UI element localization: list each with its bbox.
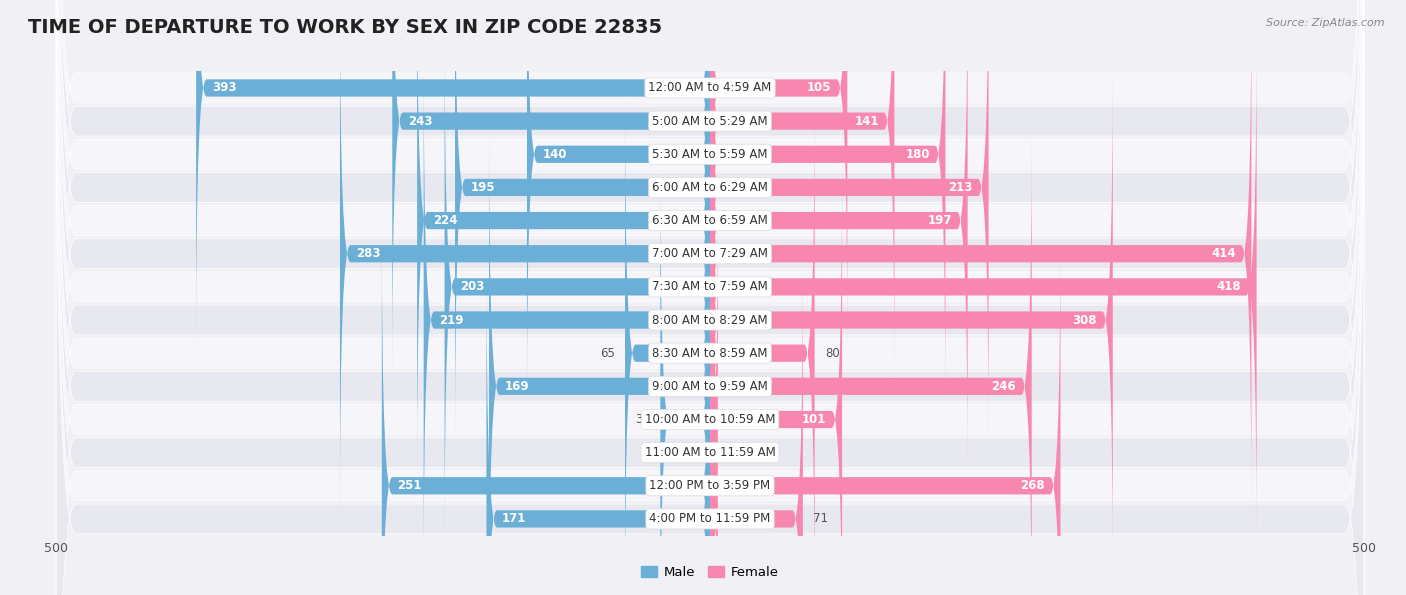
FancyBboxPatch shape xyxy=(197,0,710,345)
Text: 4:00 PM to 11:59 PM: 4:00 PM to 11:59 PM xyxy=(650,512,770,525)
Text: 418: 418 xyxy=(1216,280,1241,293)
Text: 224: 224 xyxy=(433,214,457,227)
Text: 5:30 AM to 5:59 AM: 5:30 AM to 5:59 AM xyxy=(652,148,768,161)
FancyBboxPatch shape xyxy=(418,0,710,477)
Text: 243: 243 xyxy=(408,115,433,127)
Text: 12:00 PM to 3:59 PM: 12:00 PM to 3:59 PM xyxy=(650,480,770,492)
Text: 9:00 AM to 9:59 AM: 9:00 AM to 9:59 AM xyxy=(652,380,768,393)
FancyBboxPatch shape xyxy=(710,30,1257,543)
Text: 171: 171 xyxy=(502,512,526,525)
Text: 38: 38 xyxy=(636,413,650,426)
FancyBboxPatch shape xyxy=(56,0,1364,595)
Text: 0: 0 xyxy=(720,446,728,459)
FancyBboxPatch shape xyxy=(56,0,1364,595)
Text: 219: 219 xyxy=(439,314,464,327)
FancyBboxPatch shape xyxy=(710,262,803,595)
FancyBboxPatch shape xyxy=(710,163,842,595)
FancyBboxPatch shape xyxy=(56,0,1364,595)
FancyBboxPatch shape xyxy=(392,0,710,378)
FancyBboxPatch shape xyxy=(486,262,710,595)
Text: 7:30 AM to 7:59 AM: 7:30 AM to 7:59 AM xyxy=(652,280,768,293)
FancyBboxPatch shape xyxy=(710,0,945,411)
Text: 251: 251 xyxy=(398,480,422,492)
FancyBboxPatch shape xyxy=(710,64,1112,577)
FancyBboxPatch shape xyxy=(56,0,1364,595)
FancyBboxPatch shape xyxy=(56,0,1364,595)
Text: 8:00 AM to 8:29 AM: 8:00 AM to 8:29 AM xyxy=(652,314,768,327)
Text: 12:00 AM to 4:59 AM: 12:00 AM to 4:59 AM xyxy=(648,82,772,95)
FancyBboxPatch shape xyxy=(56,4,1364,595)
FancyBboxPatch shape xyxy=(340,0,710,511)
Text: 246: 246 xyxy=(991,380,1017,393)
FancyBboxPatch shape xyxy=(456,0,710,444)
FancyBboxPatch shape xyxy=(423,64,710,577)
FancyBboxPatch shape xyxy=(56,0,1364,595)
Text: 283: 283 xyxy=(356,248,380,260)
FancyBboxPatch shape xyxy=(661,163,710,595)
FancyBboxPatch shape xyxy=(710,0,1251,511)
Text: 141: 141 xyxy=(855,115,879,127)
FancyBboxPatch shape xyxy=(710,0,848,345)
Text: 180: 180 xyxy=(905,148,929,161)
Text: 6:00 AM to 6:29 AM: 6:00 AM to 6:29 AM xyxy=(652,181,768,194)
Text: 308: 308 xyxy=(1073,314,1097,327)
FancyBboxPatch shape xyxy=(56,0,1364,595)
Text: 101: 101 xyxy=(801,413,827,426)
Text: 71: 71 xyxy=(813,512,828,525)
FancyBboxPatch shape xyxy=(710,96,814,595)
Text: 203: 203 xyxy=(460,280,485,293)
Text: 195: 195 xyxy=(471,181,495,194)
Text: 10:00 AM to 10:59 AM: 10:00 AM to 10:59 AM xyxy=(645,413,775,426)
FancyBboxPatch shape xyxy=(527,0,710,411)
FancyBboxPatch shape xyxy=(707,196,720,595)
FancyBboxPatch shape xyxy=(382,229,710,595)
FancyBboxPatch shape xyxy=(444,30,710,543)
Text: 6: 6 xyxy=(728,446,735,459)
Text: 213: 213 xyxy=(949,181,973,194)
FancyBboxPatch shape xyxy=(489,130,710,595)
Text: 5:00 AM to 5:29 AM: 5:00 AM to 5:29 AM xyxy=(652,115,768,127)
Text: 6:30 AM to 6:59 AM: 6:30 AM to 6:59 AM xyxy=(652,214,768,227)
FancyBboxPatch shape xyxy=(710,0,988,444)
Text: TIME OF DEPARTURE TO WORK BY SEX IN ZIP CODE 22835: TIME OF DEPARTURE TO WORK BY SEX IN ZIP … xyxy=(28,18,662,37)
FancyBboxPatch shape xyxy=(710,0,894,378)
Text: 8:30 AM to 8:59 AM: 8:30 AM to 8:59 AM xyxy=(652,347,768,359)
FancyBboxPatch shape xyxy=(56,0,1364,595)
Text: 65: 65 xyxy=(600,347,614,359)
FancyBboxPatch shape xyxy=(710,229,1060,595)
FancyBboxPatch shape xyxy=(56,0,1364,595)
Text: 11:00 AM to 11:59 AM: 11:00 AM to 11:59 AM xyxy=(645,446,775,459)
FancyBboxPatch shape xyxy=(710,130,1032,595)
Text: 414: 414 xyxy=(1211,248,1236,260)
Text: 393: 393 xyxy=(212,82,236,95)
Text: 7:00 AM to 7:29 AM: 7:00 AM to 7:29 AM xyxy=(652,248,768,260)
FancyBboxPatch shape xyxy=(56,0,1364,595)
FancyBboxPatch shape xyxy=(56,0,1364,595)
Text: 80: 80 xyxy=(825,347,839,359)
Text: Source: ZipAtlas.com: Source: ZipAtlas.com xyxy=(1267,18,1385,28)
FancyBboxPatch shape xyxy=(626,96,710,595)
Text: 105: 105 xyxy=(807,82,831,95)
Text: 197: 197 xyxy=(928,214,952,227)
Legend: Male, Female: Male, Female xyxy=(636,561,785,585)
FancyBboxPatch shape xyxy=(56,37,1364,595)
Text: 169: 169 xyxy=(505,380,530,393)
FancyBboxPatch shape xyxy=(56,0,1364,570)
FancyBboxPatch shape xyxy=(710,0,967,477)
Text: 268: 268 xyxy=(1021,480,1045,492)
Text: 140: 140 xyxy=(543,148,567,161)
